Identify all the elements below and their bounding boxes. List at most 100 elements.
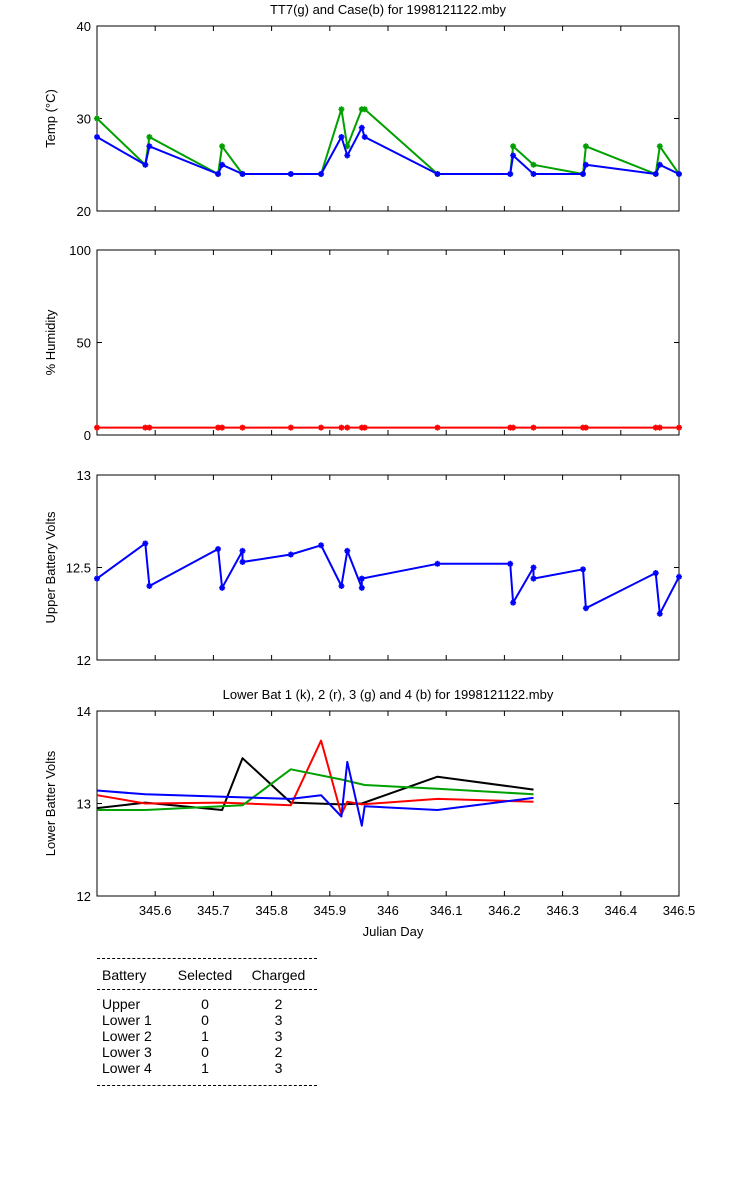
x-tick-label: 346.2: [488, 903, 521, 918]
series-upper-point: [510, 599, 517, 606]
header-battery: Battery: [102, 967, 147, 983]
y-tick-label: 30: [77, 112, 91, 127]
series-tt7-line: [96, 108, 680, 175]
series-upper-line: [96, 542, 680, 615]
series-case-point: [318, 171, 325, 177]
table-top-rule: [97, 958, 317, 959]
series-case-point: [338, 134, 345, 140]
series-humidity-point: [676, 424, 682, 431]
y-tick-label: 13: [77, 797, 91, 812]
series-humidity-point: [344, 424, 351, 431]
chart-panel-4: 345.6 345.7 345.8 345.9 346 346.1 346.2 346.3 34…: [43, 687, 695, 939]
plot-frame: [96, 249, 680, 436]
series-humidity-point: [219, 424, 226, 431]
y-axis-label: Lower Batter Volts: [43, 750, 58, 856]
series-case-point: [579, 171, 586, 177]
y-tick-label: 13: [77, 468, 91, 483]
series-case-point: [656, 161, 663, 168]
x-tick-label: 345.9: [314, 903, 347, 918]
series-case-point: [652, 171, 659, 177]
series-humidity-point: [434, 424, 441, 431]
series-tt7-point: [510, 143, 517, 150]
battery-status-table: Battery Selected Charged Upper 0 2 Lower…: [97, 958, 317, 1086]
series-tt7-point: [219, 143, 226, 150]
series-tt7-point: [656, 143, 663, 150]
series-upper-point: [287, 551, 294, 558]
row-selected: 0: [201, 996, 209, 1012]
series-case-point: [676, 171, 682, 177]
y-tick-label: 50: [77, 336, 91, 351]
series-humidity-point: [582, 424, 589, 431]
table-row: Lower 2 1 3: [97, 1028, 317, 1044]
row-selected: 1: [201, 1060, 209, 1076]
series-upper-point: [507, 560, 514, 567]
table-bottom-rule: [97, 1085, 317, 1086]
x-tick-label: 345.6: [139, 903, 172, 918]
series-upper-point: [239, 547, 246, 554]
y-axis-label: % Humidity: [43, 309, 58, 375]
row-battery: Lower 2: [102, 1028, 152, 1044]
series-lower-3-line: [97, 768, 534, 811]
plots-figure: 20 30 40 TT7(g) and Case(b) for 1998121122.…: [43, 2, 695, 939]
series-tt7-point: [530, 161, 537, 168]
series-upper-point: [94, 575, 100, 582]
series-humidity-point: [652, 424, 659, 431]
x-tick-label: 346: [377, 903, 399, 918]
series-tt7-point: [94, 115, 100, 122]
y-tick-label: 14: [77, 704, 91, 719]
series-upper-point: [434, 560, 441, 567]
series-upper-point: [358, 575, 365, 582]
row-selected: 0: [201, 1044, 209, 1060]
series-humidity-point: [318, 424, 325, 431]
table-row: Upper 0 2: [97, 996, 317, 1012]
series-tt7-point: [344, 143, 351, 150]
series-humidity-point: [215, 424, 222, 431]
y-tick-label: 20: [77, 204, 91, 219]
series-upper-point: [338, 583, 345, 589]
chart-title: Lower Bat 1 (k), 2 (r), 3 (g) and 4 (b) …: [223, 687, 554, 702]
table-row: Lower 3 0 2: [97, 1044, 317, 1060]
series-humidity-point: [239, 424, 246, 431]
series-humidity-point: [510, 424, 517, 431]
series-upper-point: [358, 584, 365, 591]
y-tick-label: 40: [77, 19, 91, 34]
series-lower-1-line: [96, 757, 534, 811]
series-humidity-point: [146, 424, 153, 431]
series-case-point: [510, 152, 517, 159]
x-tick-label: 345.7: [197, 903, 230, 918]
series-case-point: [142, 161, 149, 168]
chart-panel-3: 12 12.5 13 Upper Battery Volts: [43, 468, 682, 668]
series-humidity-point: [94, 424, 100, 431]
chart-panel-1: 20 30 40 TT7(g) and Case(b) for 1998121122.…: [43, 2, 682, 219]
row-battery: Lower 1: [102, 1012, 152, 1028]
x-tick-label: 346.5: [663, 903, 696, 918]
series-upper-point: [219, 584, 226, 591]
series-humidity-point: [361, 424, 368, 431]
series-upper-point: [239, 558, 246, 565]
series-humidity-point: [656, 424, 663, 431]
header-charged: Charged: [251, 967, 306, 983]
x-tick-label: 345.8: [255, 903, 288, 918]
series-case-point: [344, 152, 351, 159]
x-tick-label: 346.4: [605, 903, 638, 918]
series-upper-point: [142, 540, 149, 547]
series-case-point: [94, 134, 100, 140]
y-axis-label: Upper Battery Volts: [43, 511, 58, 623]
chart-panel-2: 0 50 100 % Humidity: [43, 243, 682, 443]
row-battery: Lower 4: [102, 1060, 152, 1076]
table-header-rule: [97, 989, 317, 990]
series-upper-point: [656, 610, 663, 617]
x-tick-label: 346.1: [430, 903, 463, 918]
x-tick-label: 346.3: [546, 903, 579, 918]
series-tt7-point: [338, 106, 345, 113]
row-battery: Upper: [102, 996, 141, 1012]
row-battery: Lower 3: [102, 1044, 152, 1060]
row-charged: 3: [274, 1028, 283, 1044]
chart-title: TT7(g) and Case(b) for 1998121122.mby: [270, 2, 507, 17]
table-row: Lower 1 0 3: [97, 1012, 317, 1028]
series-upper-point: [652, 570, 659, 577]
series-humidity-point: [142, 424, 149, 431]
y-tick-label: 100: [69, 243, 91, 258]
row-charged: 3: [274, 1060, 283, 1076]
y-tick-label: 12: [77, 653, 91, 668]
